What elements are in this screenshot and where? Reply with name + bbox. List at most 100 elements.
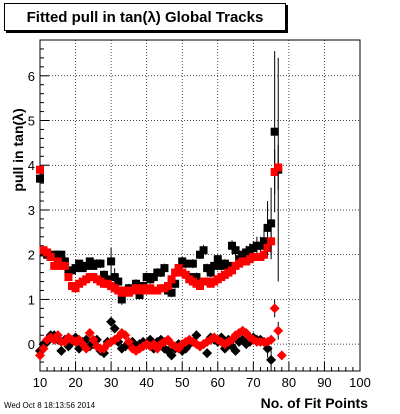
- data-point-square: [231, 246, 240, 255]
- data-point-diamond: [52, 330, 63, 341]
- data-point-square: [196, 282, 204, 291]
- data-point-square: [36, 174, 44, 183]
- data-point-square: [260, 237, 268, 246]
- data-point-square: [181, 259, 190, 268]
- data-point-diamond: [35, 350, 45, 361]
- grid-lines: [40, 40, 360, 371]
- x-tick-label: 70: [246, 375, 260, 390]
- data-point-square: [263, 223, 272, 232]
- y-axis-label: pull in tan(λ): [10, 108, 26, 192]
- data-point-square: [57, 250, 66, 259]
- data-point-diamond: [106, 316, 117, 327]
- data-point-diamond: [123, 336, 134, 347]
- data-point-square: [167, 288, 176, 297]
- data-point-diamond: [109, 323, 120, 334]
- data-point-square: [156, 268, 165, 277]
- data-point-square: [167, 275, 176, 284]
- data-point-diamond: [276, 350, 287, 361]
- data-point-square: [46, 252, 55, 261]
- timestamp: Wed Oct 8 18:13:56 2014: [4, 401, 96, 410]
- tick-labels: 10 20 30 40 50 60 70 80 90 100 0 1 2 3 4 5 6: [28, 69, 371, 390]
- data-point-diamond: [266, 334, 277, 345]
- y-tick-label: 4: [28, 158, 35, 173]
- data-point-square: [85, 257, 94, 266]
- data-point-square: [199, 246, 208, 255]
- x-axis-label: No. of Fit Points: [260, 395, 368, 411]
- data-point-square: [263, 243, 272, 252]
- data-point-square: [60, 261, 69, 270]
- data-point-square: [71, 264, 80, 273]
- data-point-diamond: [56, 345, 67, 356]
- data-point-square: [36, 165, 44, 174]
- data-point-square: [270, 127, 279, 136]
- x-tick-label: 50: [175, 375, 189, 390]
- data-point-square: [228, 241, 236, 250]
- axis-ticks: [39, 48, 361, 371]
- data-point-diamond: [230, 345, 241, 356]
- data-point-square: [181, 270, 190, 279]
- data-point-square: [256, 241, 265, 250]
- data-point-square: [43, 248, 52, 257]
- data-point-diamond: [202, 348, 213, 359]
- data-point-square: [132, 279, 140, 288]
- data-point-square: [100, 270, 108, 279]
- data-point-diamond: [266, 354, 277, 365]
- data-point-square: [270, 167, 279, 176]
- data-point-square: [50, 261, 59, 270]
- y-tick-label: 5: [28, 114, 35, 129]
- data-point-square: [114, 277, 123, 286]
- data-point-square: [196, 250, 204, 259]
- x-tick-label: 40: [139, 375, 153, 390]
- data-point-diamond: [248, 334, 259, 345]
- x-tick-label: 90: [317, 375, 331, 390]
- data-point-diamond: [191, 330, 202, 341]
- data-point-square: [224, 261, 233, 270]
- data-point-square: [213, 255, 222, 264]
- y-tick-label: 1: [28, 292, 35, 307]
- data-point-diamond: [269, 303, 280, 314]
- data-point-square: [64, 273, 73, 282]
- data-point-square: [103, 275, 112, 284]
- data-point-square: [164, 282, 172, 291]
- y-tick-label: 2: [28, 248, 35, 263]
- data-point-square: [75, 259, 84, 268]
- data-point-square: [117, 295, 126, 304]
- data-point-square: [174, 264, 183, 273]
- data-marks: [35, 51, 287, 371]
- x-tick-label: 100: [349, 375, 371, 390]
- x-tick-label: 30: [104, 375, 118, 390]
- data-point-square: [260, 250, 268, 259]
- data-point-square: [267, 237, 276, 246]
- data-point-diamond: [88, 334, 99, 345]
- x-tick-label: 80: [282, 375, 296, 390]
- data-point-square: [210, 261, 219, 270]
- data-point-square: [107, 257, 116, 266]
- data-point-diamond: [120, 330, 131, 341]
- data-point-square: [267, 219, 276, 228]
- data-point-square: [171, 279, 180, 288]
- data-point-square: [135, 290, 144, 299]
- y-tick-label: 3: [28, 203, 35, 218]
- y-tick-label: 0: [28, 337, 35, 352]
- data-point-square: [188, 259, 197, 268]
- data-point-diamond: [84, 327, 95, 338]
- data-point-square: [203, 264, 212, 273]
- data-point-square: [71, 284, 80, 293]
- data-point-diamond: [166, 350, 177, 361]
- data-point-square: [206, 268, 215, 277]
- data-point-diamond: [262, 343, 273, 354]
- data-point-diamond: [38, 343, 49, 354]
- data-point-square: [228, 266, 236, 275]
- data-point-square: [96, 259, 105, 268]
- data-point-square: [274, 163, 283, 172]
- x-tick-label: 60: [211, 375, 225, 390]
- data-point-square: [171, 268, 180, 277]
- data-point-square: [160, 264, 169, 273]
- data-point-square: [53, 257, 62, 266]
- chart-title: Fitted pull in tan(λ) Global Tracks: [4, 3, 286, 31]
- data-point-square: [82, 261, 91, 270]
- data-point-diamond: [81, 343, 92, 354]
- data-point-diamond: [273, 325, 284, 336]
- data-point-square: [60, 257, 69, 266]
